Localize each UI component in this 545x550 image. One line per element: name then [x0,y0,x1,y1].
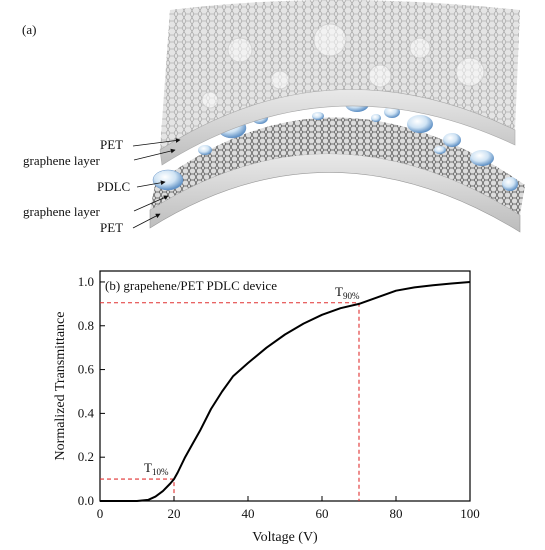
y-axis-label: Normalized Transmittance [53,312,68,461]
annotations: T10% T90% [144,284,360,477]
x-tick-label: 60 [316,506,329,521]
threshold-label: T90% [335,284,360,301]
series-layer [100,281,471,502]
x-tick-label: 0 [97,506,104,521]
x-axis-label: Voltage (V) [252,530,318,545]
y-tick-label: 0.8 [78,318,94,333]
panel-a-label: (a) [22,22,36,37]
plot-frame [99,270,471,502]
label-pdlc: PDLC [97,179,130,194]
y-tick-label: 0.2 [78,449,94,464]
y-tick-label: 0.6 [78,362,95,377]
x-tick-label: 40 [242,506,255,521]
y-tick-label: 0.4 [78,405,95,420]
device-illustration: (a) [22,0,525,235]
y-tick-label: 1.0 [78,274,94,289]
label-arrows [132,138,181,229]
x-axis-ticks: 0 20 40 60 80 100 [97,496,480,521]
y-tick-label: 0.0 [78,493,94,508]
chart-title: (b) grapehene/PET PDLC device [105,278,277,293]
transmittance-chart: (b) grapehene/PET PDLC device T10% T90% 0… [53,270,480,545]
x-tick-label: 100 [460,506,480,521]
series-line [100,281,471,502]
x-tick-label: 20 [168,506,181,521]
label-top-graphene: graphene layer [23,153,101,168]
top-pet-layer [159,89,516,166]
label-top-pet: PET [100,137,123,152]
label-bottom-pet: PET [100,220,123,235]
threshold-label: T10% [144,460,169,477]
y-axis-ticks: 0.0 0.2 0.4 0.6 0.8 1.0 [78,274,105,508]
x-tick-label: 80 [390,506,403,521]
reference-line [100,302,360,501]
label-bottom-graphene: graphene layer [23,204,101,219]
